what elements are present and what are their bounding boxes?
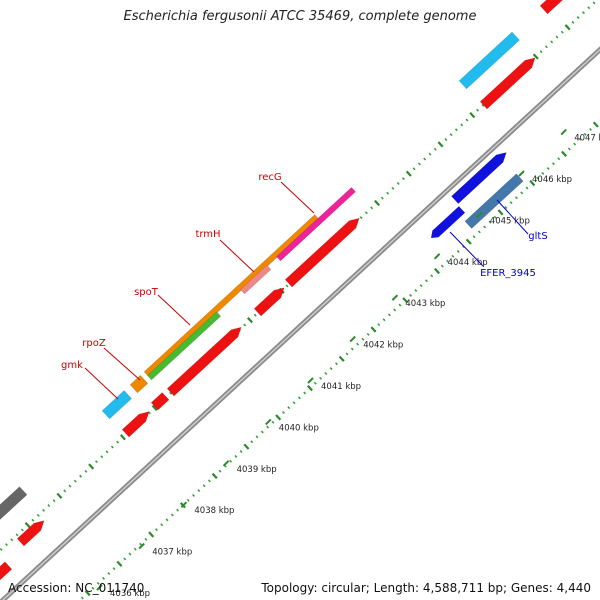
cds-red-8 xyxy=(0,561,13,581)
kbp-scale: 4036 kbp 4037 kbp 4038 kbp 4039 kbp 4040 kbp… xyxy=(96,128,600,599)
scale-tick xyxy=(222,460,230,467)
gene-block-cyan-top xyxy=(458,31,520,90)
scale-label: 4043 kbp xyxy=(405,299,445,309)
map-title: Escherichia fergusonii ATCC 35469, compl… xyxy=(123,9,477,24)
gene-block-red-top xyxy=(539,0,564,15)
scale-label: 4045 kbp xyxy=(490,216,530,226)
cds-red-1 xyxy=(121,411,150,438)
gc-track-inner xyxy=(80,118,600,600)
trmH-leader xyxy=(219,239,255,273)
gene-label-spoT: spoT xyxy=(134,287,159,298)
cds-red-3 xyxy=(166,326,242,397)
scale-tick xyxy=(433,253,441,260)
gene-block-spoT-green xyxy=(147,311,222,381)
scale-label: 4041 kbp xyxy=(321,382,361,392)
cds-red-6 xyxy=(479,57,536,110)
scale-tick xyxy=(307,377,314,384)
gene-label-rpoZ: rpoZ xyxy=(82,338,106,349)
gene-labels: recG trmH spoT rpoZ gmk gltS EFER_3945 xyxy=(61,172,548,400)
scale-tick xyxy=(391,294,399,301)
gene-label-EFER_3945: EFER_3945 xyxy=(480,268,536,279)
gene-label-recG: recG xyxy=(258,172,281,183)
gene-block-spoT-recG-orange xyxy=(143,214,320,377)
scale-label: 4039 kbp xyxy=(237,465,277,475)
gmk-leader xyxy=(84,367,119,400)
gene-block-gray xyxy=(0,486,28,521)
gltS-leader xyxy=(496,199,529,235)
genome-summary: Topology: circular; Length: 4,588,711 bp… xyxy=(261,581,591,595)
scale-tick xyxy=(349,335,356,343)
cds-red-4 xyxy=(253,287,285,317)
accession-label: Accession: NC_011740 xyxy=(8,581,145,595)
gene-block-rpoZ-orange xyxy=(129,374,149,394)
scale-label: 4047 kbp xyxy=(574,134,600,144)
scale-label: 4040 kbp xyxy=(279,423,319,433)
gene-block-recG-magenta xyxy=(276,186,356,262)
feature-track xyxy=(0,0,564,581)
gene-label-trmH: trmH xyxy=(195,229,220,240)
scale-tick xyxy=(560,128,567,136)
cds-red-7 xyxy=(16,520,45,547)
scale-tick xyxy=(180,501,188,508)
scale-tick xyxy=(138,542,145,550)
scale-label: 4038 kbp xyxy=(194,506,234,516)
recG-leader xyxy=(280,181,315,214)
backbone-highlight xyxy=(1,48,600,600)
spoT-leader xyxy=(157,294,191,326)
cds-red-2 xyxy=(150,392,170,411)
scale-tick xyxy=(265,418,272,426)
scale-label: 4046 kbp xyxy=(532,175,572,185)
scale-label: 4036 kbp xyxy=(110,589,150,599)
scale-tick xyxy=(476,211,483,219)
genome-backbone xyxy=(0,46,600,600)
rpoZ-leader xyxy=(103,347,141,381)
scale-tick xyxy=(96,584,103,591)
gene-block-EFER_3945 xyxy=(431,206,465,238)
gene-label-gltS: gltS xyxy=(528,231,547,242)
gene-block-blue-upper xyxy=(451,152,507,205)
cds-red-5 xyxy=(284,217,360,288)
scale-tick xyxy=(518,170,525,177)
gene-block-trmH-pink xyxy=(240,264,272,295)
scale-label: 4042 kbp xyxy=(363,341,403,351)
scale-label: 4037 kbp xyxy=(152,548,192,558)
EFER-leader xyxy=(449,231,484,267)
scale-label: 4044 kbp xyxy=(448,258,488,268)
gene-label-gmk: gmk xyxy=(61,360,83,371)
gene-block-gmk-cyan xyxy=(101,390,133,420)
